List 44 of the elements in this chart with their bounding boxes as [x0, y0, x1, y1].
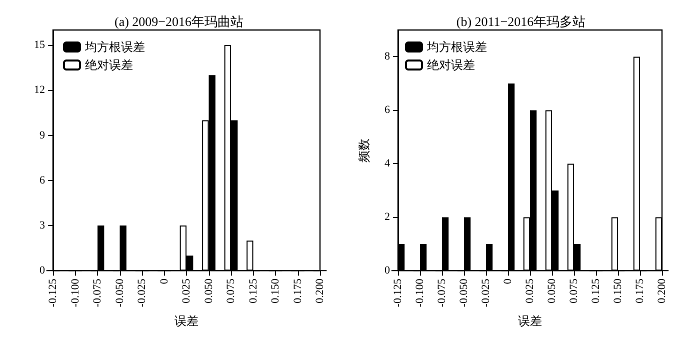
- chart-title: (a) 2009−2016年玛曲站: [114, 14, 244, 29]
- x-tick-label: 0: [502, 278, 514, 284]
- x-tick-label: -0.100: [414, 278, 426, 308]
- y-tick-label: 12: [34, 84, 45, 96]
- x-tick-label: -0.075: [436, 278, 448, 308]
- y-tick-label: 4: [384, 158, 390, 170]
- legend-label: 均方根误差: [426, 40, 487, 54]
- x-tick-label: 0.150: [270, 278, 282, 304]
- x-tick-label: 0.075: [225, 278, 237, 304]
- x-tick-label: 0.050: [546, 278, 558, 304]
- x-tick-label: -0.050: [114, 278, 126, 308]
- y-tick-label: 6: [40, 174, 46, 186]
- x-tick-label: -0.025: [136, 278, 148, 308]
- y-tick-label: 6: [384, 104, 390, 116]
- x-tick-label: -0.100: [69, 278, 82, 308]
- x-tick-label: 0.075: [568, 278, 580, 304]
- y-tick-label: 15: [34, 39, 46, 52]
- y-axis-title: 频数: [357, 138, 371, 162]
- x-tick-label: -0.125: [392, 278, 404, 308]
- x-tick-label: 0.025: [180, 278, 192, 304]
- legend-label: 绝对误差: [85, 58, 133, 72]
- x-axis-title: 误差: [518, 314, 542, 328]
- x-tick-label: 0.175: [634, 278, 646, 304]
- x-tick-label: -0.025: [480, 278, 492, 308]
- legend-label: 绝对误差: [427, 58, 475, 72]
- x-tick-label: 0.150: [612, 278, 624, 304]
- chart-title: (b) 2011−2016年玛多站: [456, 14, 586, 29]
- x-tick-label: 0.050: [202, 278, 215, 304]
- x-tick-label: -0.050: [458, 278, 470, 308]
- x-tick-label: 0.125: [247, 278, 260, 304]
- x-tick-label: -0.125: [47, 278, 59, 308]
- x-tick-label: 0.200: [314, 278, 326, 304]
- y-tick-label: 2: [384, 211, 390, 224]
- x-tick-label: 0.125: [590, 278, 602, 304]
- y-tick-label: 8: [384, 50, 390, 63]
- x-axis-title: 误差: [174, 314, 198, 328]
- x-tick-label: 0.200: [656, 278, 668, 304]
- legend-label: 均方根误差: [84, 40, 145, 54]
- x-tick-label: 0: [158, 278, 170, 284]
- x-tick-label: 0.025: [524, 278, 536, 304]
- x-tick-label: 0.175: [292, 278, 304, 304]
- x-tick-label: -0.075: [92, 278, 104, 308]
- y-tick-label: 9: [40, 129, 46, 142]
- y-tick-label: 3: [40, 220, 46, 232]
